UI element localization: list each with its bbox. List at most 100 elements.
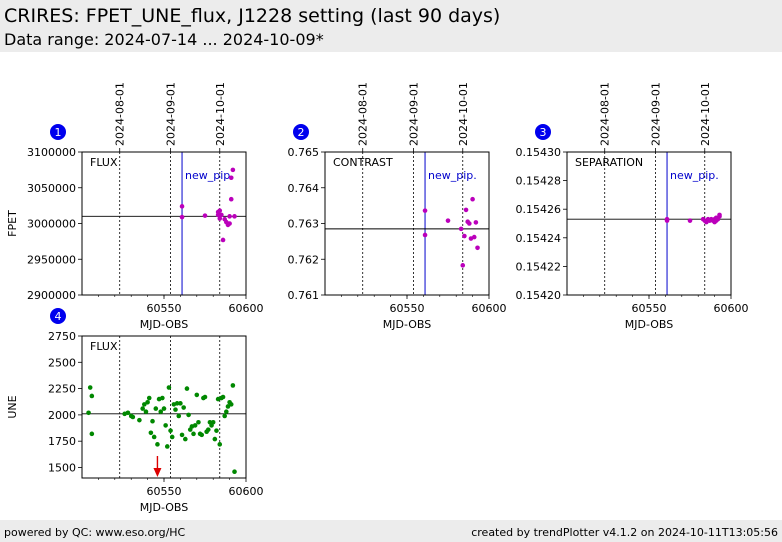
panel-4-data-point [168,428,173,433]
panel-2-x-tick-label-0: 60550 [390,302,425,315]
panel-4-data-point [232,469,237,474]
panel-3-date-label-2: 2024-10-01 [699,82,712,146]
panel-1-y-tick-label-3: 3050000 [27,182,76,195]
panel-1-index-badge [50,124,66,140]
panel-2-y-tick-label-3: 0.764 [288,182,320,195]
panel-1-y-tick-label-4: 3100000 [27,146,76,159]
panel-2-date-label-2: 2024-10-01 [457,82,470,146]
panel-4-data-point [179,432,185,438]
panel-4-x-tick-label-0: 60550 [147,485,182,498]
panel-4-data-point [150,418,155,424]
panel-3-x-tick-label-0: 60550 [632,302,667,315]
panel-1-y-tick-label-0: 2900000 [27,289,76,302]
panel-3-y-tick-label-2: 0.15424 [516,232,562,245]
panel-4-data-point [199,432,205,438]
panel-4-data-point [155,442,160,447]
panel-2-date-label-0: 2024-08-01 [357,82,370,146]
panel-4-index-badge [50,308,66,324]
panel-2-data-point [473,220,479,225]
panel-4-data-point [173,407,178,412]
panel-3-data-point [664,216,670,222]
panel-2-x-tick-label-1: 60600 [472,302,507,315]
panel-4-data-point [183,436,188,442]
panel-4-panel-label: FLUX [90,340,118,353]
panel-1-date-label-0: 2024-08-01 [114,82,127,146]
panel-3-y-tick-label-0: 0.15420 [516,289,562,302]
panel-2-data-point [445,218,451,223]
panel-4-data-point [191,431,196,437]
panel-4-data-point [160,395,165,401]
panel-2-data-point [467,221,472,226]
panel-1-data-point [227,214,232,219]
panel-1-data-point [230,167,236,173]
panel-4-data-point [137,417,142,423]
panel-3-x-tick-label-1: 60600 [714,302,749,315]
panel-2-y-tick-label-4: 0.765 [288,146,320,159]
panel-4-data-point [192,423,198,428]
panel-4-y-tick-label-1: 1750 [48,435,76,448]
panel-1-panel-label: FLUX [90,156,118,169]
panel-4-y-axis-label: UNE [6,395,19,418]
panel-4-data-point [153,406,159,411]
panel-3-date-label-1: 2024-09-01 [650,82,663,146]
panel-2-data-point [422,208,428,213]
footer-credit: powered by QC: www.eso.org/HC [4,526,186,539]
panel-4-data-point [140,406,145,411]
panel-4-data-point [148,430,154,436]
panel-4-data-point [87,385,93,390]
panel-4-y-tick-label-0: 1500 [48,461,76,474]
panel-2-y-tick-label-1: 0.762 [288,253,320,266]
panel-2-index-badge [293,124,309,140]
panel-4-data-point [125,410,131,416]
panel-1-data-point [219,212,224,218]
panel-3-data-point [687,218,693,223]
panel-4-outlier-arrow-head [153,468,162,477]
panel-1-date-label-2: 2024-10-01 [214,82,227,146]
panel-2-data-point [463,207,469,213]
panel-1-y-tick-label-2: 3000000 [27,218,76,231]
panel-4-data-point [174,401,180,406]
panel-4-y-tick-label-3: 2250 [48,383,76,396]
panel-1-data-point [228,175,234,181]
panel-3-y-tick-label-3: 0.15426 [516,203,562,216]
panel-2-data-point [470,196,475,202]
panel-3-y-tick-label-5: 0.15430 [516,146,562,159]
panel-4-data-point [164,444,170,449]
panel-3-index-badge [535,124,551,140]
panel-4-data-point [89,431,95,437]
panel-1-data-point [232,214,237,219]
panel-3-y-tick-label-1: 0.15422 [516,260,562,273]
panel-1-data-point [220,237,226,243]
panel-4-x-tick-label-1: 60600 [229,485,264,498]
panel-2-data-point [462,233,467,239]
page-subtitle: Data range: 2024-07-14 ... 2024-10-09* [4,30,324,49]
panel-1-data-point [217,216,223,221]
panel-4-data-point [205,427,211,432]
panel-4-data-point [217,442,223,447]
panel-4-index-label: 4 [55,310,62,323]
panel-4-data-point [225,404,231,409]
panel-3-data-point [717,212,722,218]
panel-2-data-point [422,232,428,238]
panel-1-data-point [179,204,185,209]
panel-1-date-label-1: 2024-09-01 [165,82,178,146]
panel-2-x-axis-label: MJD-OBS [383,318,431,331]
panel-4-data-point [212,436,218,442]
panel-4-data-point [194,392,200,398]
panel-4-data-point [89,393,95,399]
panel-4-data-point [161,406,167,411]
panel-4-x-axis-label: MJD-OBS [140,501,188,514]
panel-3-panel-label: SEPARATION [575,156,643,169]
panel-2-date-label-1: 2024-09-01 [408,82,421,146]
panel-4-y-tick-label-2: 2000 [48,409,76,422]
panel-1-data-point [217,208,223,213]
panel-4-data-point [166,385,172,390]
footer-bar: powered by QC: www.eso.org/HC created by… [0,520,782,542]
panel-3-new-pipeline-annotation: new_pip. [670,169,719,182]
panel-4-data-point [186,412,191,418]
panel-2-panel-label: CONTRAST [333,156,393,169]
header-bar: CRIRES: FPET_UNE_flux, J1228 setting (la… [0,0,782,52]
panel-3-x-axis-label: MJD-OBS [625,318,673,331]
panel-1-data-point [228,196,234,202]
panel-1-data-point [227,221,232,226]
